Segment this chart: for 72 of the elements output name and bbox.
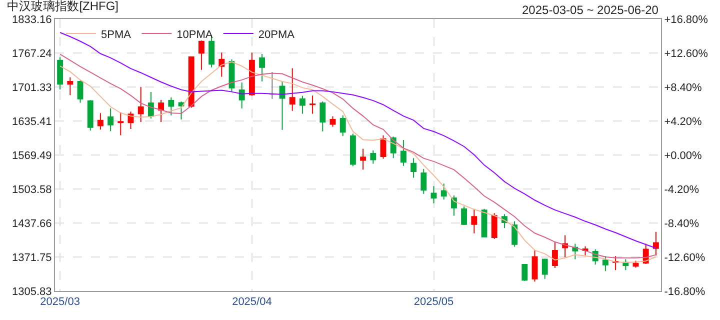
candlestick (542, 258, 548, 280)
x-tick-label: 2025/04 (232, 296, 272, 308)
candlestick (512, 220, 518, 248)
candlestick (320, 100, 326, 132)
candlestick (370, 150, 376, 164)
y-tick-label: 1701.33 (12, 82, 52, 94)
y2-tick-label: +16.80% (664, 14, 708, 26)
candlestick (279, 81, 286, 130)
y2-tick-label: -8.40% (664, 218, 700, 230)
candlestick (138, 86, 144, 122)
candlestick (310, 94, 316, 114)
y2-tick-label: -4.20% (664, 184, 700, 196)
candlestick (188, 56, 194, 108)
candlestick (158, 99, 164, 122)
candlestick (248, 52, 255, 96)
candlestick (178, 100, 184, 120)
candlestick (522, 263, 528, 282)
chart-subtitle: 2025-03-05 ~ 2025-06-20 (522, 3, 659, 17)
candlestick (350, 133, 356, 167)
candlestick (67, 76, 74, 96)
y-tick-label: 1767.24 (12, 48, 52, 60)
y-tick-label: 1569.49 (12, 150, 52, 162)
candlestick (420, 168, 427, 194)
candlestick (652, 231, 659, 256)
chart-title: 中汉玻璃指数[ZHFG] (7, 0, 119, 13)
y-tick-label: 1305.83 (12, 286, 52, 298)
candlestick (198, 40, 204, 70)
candlestick (552, 242, 558, 268)
candlestick (360, 148, 366, 170)
x-tick-label: 2025/05 (414, 296, 454, 308)
candlestick (97, 112, 104, 130)
candlestick (450, 194, 457, 216)
candlestick (602, 256, 608, 272)
candlestick (340, 114, 346, 137)
candlestick (168, 96, 174, 116)
candlestick (148, 91, 154, 119)
x-tick-label: 2025/03 (40, 296, 80, 308)
candlestick (410, 158, 417, 178)
y2-tick-label: +8.40% (664, 82, 702, 94)
candlestick (330, 116, 336, 128)
y2-tick-label: -12.60% (664, 252, 706, 264)
candlestick (218, 52, 225, 78)
y2-tick-label: +0.00% (664, 150, 702, 162)
candlestick (299, 95, 306, 114)
candlestick (572, 243, 578, 260)
candlestick (289, 68, 296, 112)
candlestick (57, 56, 64, 90)
candlestick (532, 250, 538, 282)
y2-tick-label: +12.60% (664, 48, 708, 60)
candlestick (491, 212, 498, 240)
candlestick (238, 82, 245, 109)
candlestick (118, 112, 124, 136)
candlestick (259, 54, 266, 82)
candlestick (87, 100, 94, 131)
y-tick-label: 1503.58 (12, 184, 52, 196)
legend-label: 5PMA (101, 28, 132, 41)
y2-tick-label: +4.20% (664, 116, 702, 128)
candlestick (108, 108, 114, 132)
legend-label: 10PMA (176, 28, 214, 41)
candlestick (77, 80, 84, 104)
y-tick-label: 1437.66 (12, 218, 52, 230)
candlestick (269, 72, 276, 100)
candlestick (461, 206, 468, 226)
y-tick-label: 1833.16 (12, 14, 52, 26)
y2-tick-label: -16.80% (664, 286, 706, 298)
legend-label: 20PMA (258, 28, 296, 41)
y-tick-label: 1635.41 (12, 116, 52, 128)
candlestick (440, 183, 447, 200)
y-tick-label: 1371.75 (12, 252, 52, 264)
candlestick (430, 186, 437, 204)
candlestick (400, 140, 406, 166)
candlestick (471, 208, 478, 234)
